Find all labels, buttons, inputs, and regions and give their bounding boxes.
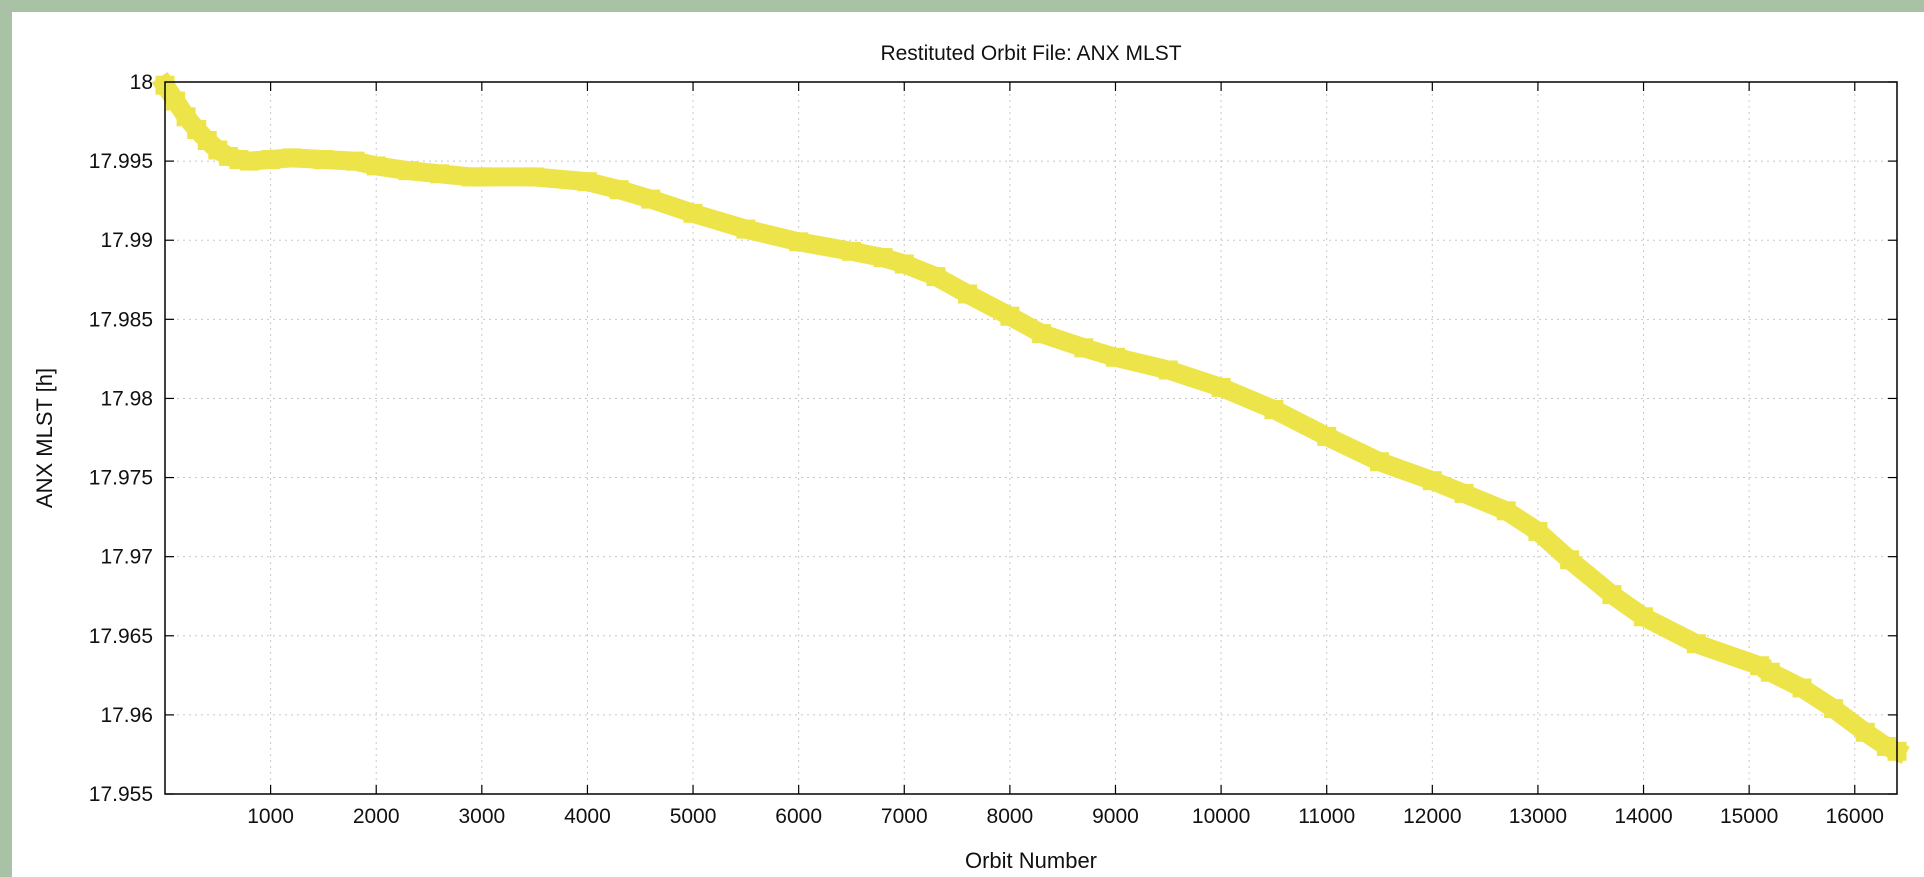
y-tick-label: 17.995 [89,150,153,173]
data-point [842,241,861,261]
data-point [1422,471,1442,491]
x-tick-label: 15000 [1720,805,1778,828]
x-axis: 1000 2000 3000 4000 5000 6000 7000 8000 9000 1000… [247,82,1884,828]
y-tick-label: 17.955 [89,783,153,806]
x-tick-label: 8000 [987,805,1034,828]
x-tick-label: 2000 [353,805,400,828]
data-point [1792,678,1812,698]
x-tick-label: 13000 [1509,805,1567,828]
y-tick-label: 18 [130,71,153,94]
y-tick-label: 17.98 [100,387,153,410]
x-tick-label: 16000 [1826,805,1884,828]
y-tick-label: 17.96 [100,704,153,727]
x-tick-label: 10000 [1192,805,1250,828]
data-point [683,203,703,223]
data-point [240,151,259,171]
y-tick-label: 17.99 [100,229,153,252]
y-axis-label: ANX MLST [h] [32,368,57,508]
data-point [525,167,545,187]
x-tick-label: 11000 [1298,805,1355,828]
data-point [736,219,756,239]
data-point [894,254,914,274]
y-tick-label: 17.985 [89,308,153,331]
x-tick-label: 5000 [670,805,717,828]
data-point [1211,377,1231,397]
data-point [873,248,893,268]
data-point [1317,426,1337,446]
data-point [1158,360,1178,380]
data-point [1760,662,1780,682]
chart: 1000 2000 3000 4000 5000 6000 7000 8000 9000 1000… [32,42,1910,873]
data-point [958,284,978,304]
data-point [926,267,946,287]
x-tick-label: 1000 [247,805,294,828]
data-point [166,91,186,111]
y-tick-label: 17.97 [100,546,153,569]
data-point [1454,483,1474,503]
data-point [1032,324,1052,344]
data-point [430,164,450,184]
x-tick-label: 12000 [1403,805,1461,828]
chart-frame: 1000 2000 3000 4000 5000 6000 7000 8000 9000 1000… [12,12,1924,877]
data-point [1855,722,1875,742]
data-point [1370,452,1389,472]
data-points [151,72,1910,764]
data-point [1824,699,1844,719]
x-tick-label: 3000 [458,805,505,828]
data-point [1560,550,1580,570]
x-tick-label: 14000 [1614,805,1672,828]
data-point [1686,634,1706,654]
data-point [1528,521,1548,541]
y-axis: 18 17.995 17.99 17.985 17.98 17.975 17.97 17.96… [89,71,1897,806]
data-point [313,150,333,169]
x-tick-label: 9000 [1092,805,1139,828]
chart-title: Restituted Orbit File: ANX MLST [880,42,1181,65]
y-tick-label: 17.965 [89,625,153,648]
data-point [1074,338,1094,358]
data-point [1634,607,1653,627]
data-point [261,150,281,169]
x-tick-label: 7000 [881,805,928,828]
data-point [1496,501,1516,521]
data-point [282,148,302,168]
data-point [345,151,365,171]
x-axis-label: Orbit Number [965,848,1097,873]
data-point [472,167,492,187]
grid [165,81,1897,795]
plot-area-border [164,81,1898,795]
data-point [1264,400,1284,419]
data-point [1000,306,1020,326]
data-point [641,189,661,209]
y-tick-label: 17.975 [89,467,153,490]
data-point [577,172,597,192]
data-point [398,161,418,181]
x-tick-label: 4000 [564,805,611,828]
data-point [366,156,386,176]
data-point [609,180,629,200]
x-tick-label: 6000 [775,805,822,828]
data-point [1106,347,1125,367]
data-point [789,232,809,252]
data-point [1602,585,1622,605]
